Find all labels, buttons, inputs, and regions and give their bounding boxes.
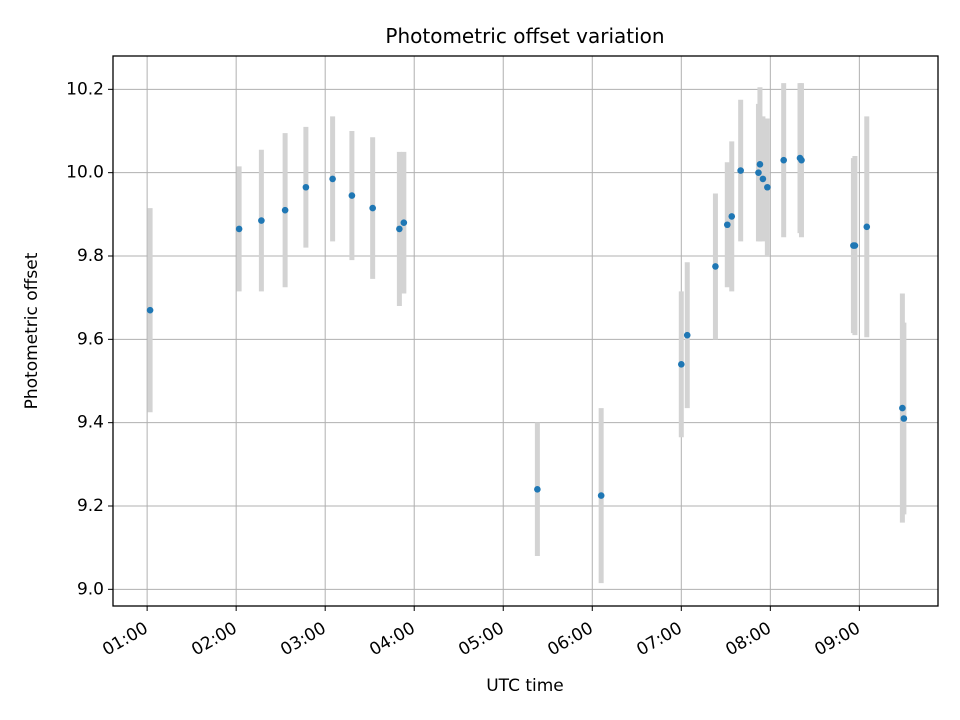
data-point [899, 404, 906, 412]
data-point [863, 223, 871, 231]
data-point [728, 213, 736, 220]
data-points [146, 154, 908, 499]
data-point [764, 183, 771, 191]
data-point [723, 221, 731, 229]
data-point [348, 192, 356, 199]
y-tick-label: 9.0 [77, 579, 104, 599]
data-point [534, 486, 541, 493]
data-point [146, 306, 154, 314]
grid [113, 56, 938, 606]
y-tick-label: 9.4 [77, 413, 104, 433]
data-point [258, 217, 265, 224]
data-point [756, 161, 764, 168]
data-point [235, 225, 243, 233]
y-tick-label: 10.2 [66, 79, 104, 99]
y-tick-label: 9.2 [77, 496, 104, 516]
data-point [369, 204, 376, 212]
data-point [798, 156, 805, 164]
y-tick-label: 9.6 [77, 329, 104, 349]
data-point [780, 156, 787, 164]
data-point [737, 167, 744, 174]
data-point [712, 263, 719, 270]
data-point [678, 361, 685, 368]
data-point [329, 175, 336, 183]
y-axis: 9.0 9.2 9.4 9.6 9.8 10.0 10.2 [66, 79, 113, 599]
data-point [759, 175, 767, 183]
data-point [683, 331, 691, 339]
data-point [281, 206, 289, 214]
data-point [396, 225, 403, 233]
x-axis-title: UTC time [486, 676, 564, 696]
chart-title: Photometric offset variation [385, 24, 664, 48]
data-point [755, 169, 762, 176]
y-tick-label: 9.8 [77, 246, 104, 266]
data-point [597, 492, 605, 499]
data-point [851, 242, 859, 249]
data-point [900, 415, 908, 422]
y-axis-title: Photometric offset [22, 252, 42, 409]
data-point [302, 183, 310, 191]
data-point [400, 219, 408, 226]
y-tick-label: 10.0 [66, 163, 104, 183]
plot-frame [112, 55, 939, 607]
